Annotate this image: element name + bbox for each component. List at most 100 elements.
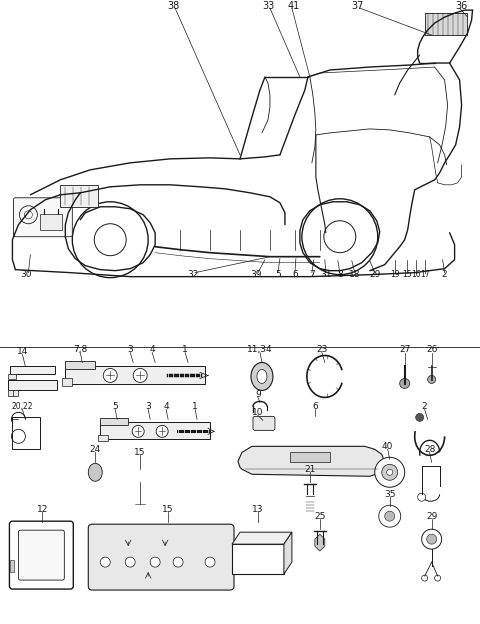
Bar xyxy=(65,361,95,369)
Bar xyxy=(290,452,330,462)
Text: 15: 15 xyxy=(162,505,174,514)
Text: 4: 4 xyxy=(163,402,169,411)
Text: 15: 15 xyxy=(402,270,411,279)
Text: 21: 21 xyxy=(304,465,315,474)
Text: 39: 39 xyxy=(250,270,262,279)
Text: 7: 7 xyxy=(309,270,315,279)
Bar xyxy=(60,185,98,207)
Circle shape xyxy=(421,529,442,549)
Circle shape xyxy=(156,426,168,437)
FancyBboxPatch shape xyxy=(253,416,275,431)
Text: 6: 6 xyxy=(312,402,318,411)
FancyBboxPatch shape xyxy=(13,198,72,236)
Text: 1: 1 xyxy=(182,345,188,354)
Ellipse shape xyxy=(88,463,102,481)
Text: 2: 2 xyxy=(442,270,447,279)
Polygon shape xyxy=(315,534,325,551)
Circle shape xyxy=(382,464,398,480)
Text: 38: 38 xyxy=(167,1,179,11)
Text: 15: 15 xyxy=(134,448,146,457)
Circle shape xyxy=(125,557,135,567)
Circle shape xyxy=(103,368,117,383)
Text: 16: 16 xyxy=(411,270,420,279)
Text: 23: 23 xyxy=(316,345,327,354)
Ellipse shape xyxy=(257,369,267,383)
Ellipse shape xyxy=(251,363,273,391)
Circle shape xyxy=(205,557,215,567)
Text: 8: 8 xyxy=(337,270,343,279)
Text: 19: 19 xyxy=(390,270,399,279)
Text: 37: 37 xyxy=(351,1,364,11)
Text: 29: 29 xyxy=(369,270,381,279)
Text: 29: 29 xyxy=(426,512,437,520)
FancyBboxPatch shape xyxy=(88,524,234,590)
Text: 5: 5 xyxy=(275,270,281,279)
Text: 26: 26 xyxy=(426,345,437,354)
Bar xyxy=(98,436,108,441)
Text: 10: 10 xyxy=(252,408,264,417)
Polygon shape xyxy=(284,532,292,574)
Circle shape xyxy=(379,505,401,527)
Bar xyxy=(425,13,467,35)
Bar xyxy=(9,391,18,396)
Circle shape xyxy=(387,469,393,475)
Circle shape xyxy=(133,368,147,383)
Circle shape xyxy=(428,376,436,383)
Polygon shape xyxy=(232,532,292,544)
Text: 2: 2 xyxy=(422,402,428,411)
Circle shape xyxy=(421,575,428,581)
Polygon shape xyxy=(100,422,210,439)
Text: 4: 4 xyxy=(149,345,155,354)
Text: 31: 31 xyxy=(320,270,332,279)
Circle shape xyxy=(100,557,110,567)
Bar xyxy=(232,544,284,574)
Bar xyxy=(9,374,16,379)
Circle shape xyxy=(435,575,441,581)
Circle shape xyxy=(150,557,160,567)
Circle shape xyxy=(416,413,424,421)
Bar xyxy=(100,418,128,426)
Text: 25: 25 xyxy=(314,512,325,520)
Circle shape xyxy=(375,457,405,487)
Polygon shape xyxy=(9,381,57,391)
FancyBboxPatch shape xyxy=(10,521,73,589)
Text: 27: 27 xyxy=(399,345,410,354)
Text: 17: 17 xyxy=(420,270,430,279)
Text: 14: 14 xyxy=(17,347,28,356)
Bar xyxy=(62,378,72,386)
Text: 35: 35 xyxy=(384,490,396,499)
Text: 13: 13 xyxy=(252,505,264,514)
Polygon shape xyxy=(238,446,385,476)
Circle shape xyxy=(418,493,426,501)
Circle shape xyxy=(427,534,437,544)
Text: 28: 28 xyxy=(424,445,435,454)
Text: 12: 12 xyxy=(36,505,48,514)
Circle shape xyxy=(400,378,410,388)
Text: 32: 32 xyxy=(187,270,199,279)
Circle shape xyxy=(173,557,183,567)
Text: 18: 18 xyxy=(349,270,360,279)
Text: 5: 5 xyxy=(112,402,118,411)
Text: 6: 6 xyxy=(292,270,298,279)
Text: 40: 40 xyxy=(382,442,394,451)
Text: 41: 41 xyxy=(288,1,300,11)
Circle shape xyxy=(132,426,144,437)
Bar xyxy=(11,560,14,572)
Text: 11,34: 11,34 xyxy=(247,345,273,354)
Text: 33: 33 xyxy=(262,1,274,11)
Text: 30: 30 xyxy=(21,270,32,279)
Polygon shape xyxy=(65,366,205,384)
Bar xyxy=(12,417,40,449)
FancyBboxPatch shape xyxy=(18,530,64,580)
Bar xyxy=(40,214,62,230)
Polygon shape xyxy=(11,366,55,374)
Text: 7,8: 7,8 xyxy=(73,345,87,354)
Text: 1: 1 xyxy=(192,402,198,411)
Text: 9: 9 xyxy=(255,390,261,399)
Text: 24: 24 xyxy=(90,445,101,454)
Circle shape xyxy=(385,511,395,521)
Text: 3: 3 xyxy=(145,402,151,411)
Text: 20,22: 20,22 xyxy=(12,402,33,411)
Text: 36: 36 xyxy=(456,1,468,11)
Text: 3: 3 xyxy=(127,345,133,354)
